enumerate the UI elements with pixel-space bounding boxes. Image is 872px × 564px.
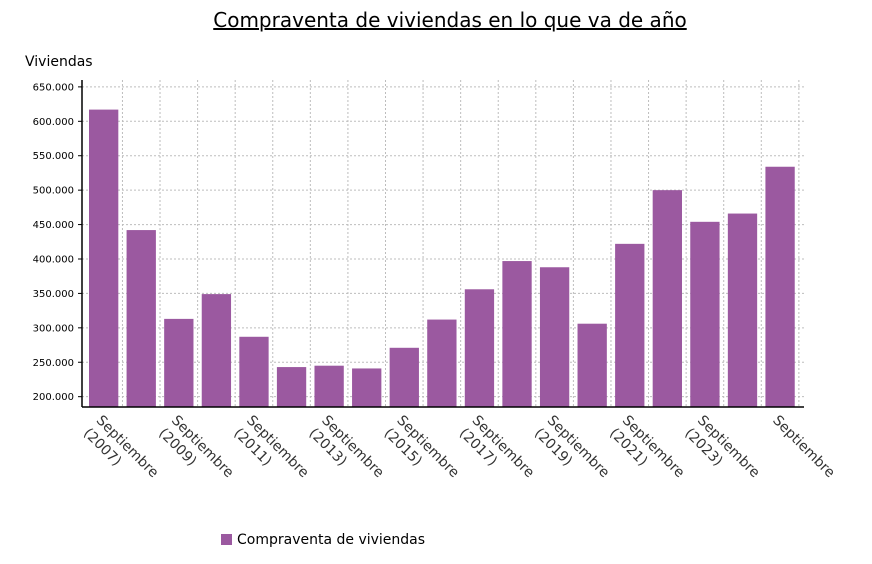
legend-label: Compraventa de viviendas <box>237 532 425 548</box>
bar <box>89 109 119 407</box>
bar <box>427 319 457 407</box>
legend: Compraventa de viviendas <box>221 532 425 548</box>
y-tick-label: 350.000 <box>33 289 74 300</box>
y-tick-label: 650.000 <box>33 82 74 93</box>
bar <box>615 243 645 407</box>
x-tick-label-line1: Septiembre <box>769 413 838 482</box>
y-tick-label: 500.000 <box>33 186 74 197</box>
y-tick-label: 550.000 <box>33 151 74 162</box>
bars <box>89 109 795 407</box>
y-tick-label: 450.000 <box>33 220 74 231</box>
bar <box>464 289 495 407</box>
x-tick-label: Septiembre(2015) <box>381 413 462 482</box>
bar <box>314 365 344 407</box>
x-tick-label: Septiembre(2021) <box>606 413 687 482</box>
grid <box>82 80 804 407</box>
bar <box>539 267 570 407</box>
x-tick-label: Septiembre(2017) <box>456 413 537 482</box>
bar <box>652 190 682 407</box>
y-tick-label: 600.000 <box>33 117 74 128</box>
y-axis-label: Viviendas <box>25 54 93 70</box>
x-tick-label: Septiembre(2009) <box>155 413 236 482</box>
y-axis-ticks: 200.000 250.000 300.000 350.000 400.000 450.0… <box>33 82 82 403</box>
x-tick-label: Septiembre(2019) <box>531 413 612 482</box>
bar <box>577 323 607 407</box>
bar <box>727 213 758 407</box>
bar <box>765 166 795 407</box>
y-tick-label: 300.000 <box>33 323 74 334</box>
bar <box>276 367 307 407</box>
x-tick-label: Septiembre(2023) <box>681 413 762 482</box>
y-tick-label: 250.000 <box>33 358 74 369</box>
bar <box>352 368 382 407</box>
chart-title: Compraventa de viviendas en lo que va de… <box>213 8 686 32</box>
bar <box>164 318 194 407</box>
x-tick-label: Septiembre(2007) <box>80 413 161 482</box>
legend-swatch <box>221 534 232 545</box>
axes <box>81 80 804 408</box>
x-tick-label: Septiembre(2011) <box>230 413 311 482</box>
bar <box>201 294 232 407</box>
bar <box>239 336 269 407</box>
bar <box>126 230 156 407</box>
x-tick-label: Septiembre(2013) <box>306 413 387 482</box>
x-tick-label: Septiembre <box>769 413 838 482</box>
x-axis-ticks: Septiembre(2007) Septiembre(2009) Septiemb… <box>80 413 838 482</box>
bar <box>690 221 720 407</box>
y-tick-label: 400.000 <box>33 254 74 265</box>
bar <box>389 347 419 407</box>
y-tick-label: 200.000 <box>33 392 74 403</box>
bar <box>502 261 532 407</box>
